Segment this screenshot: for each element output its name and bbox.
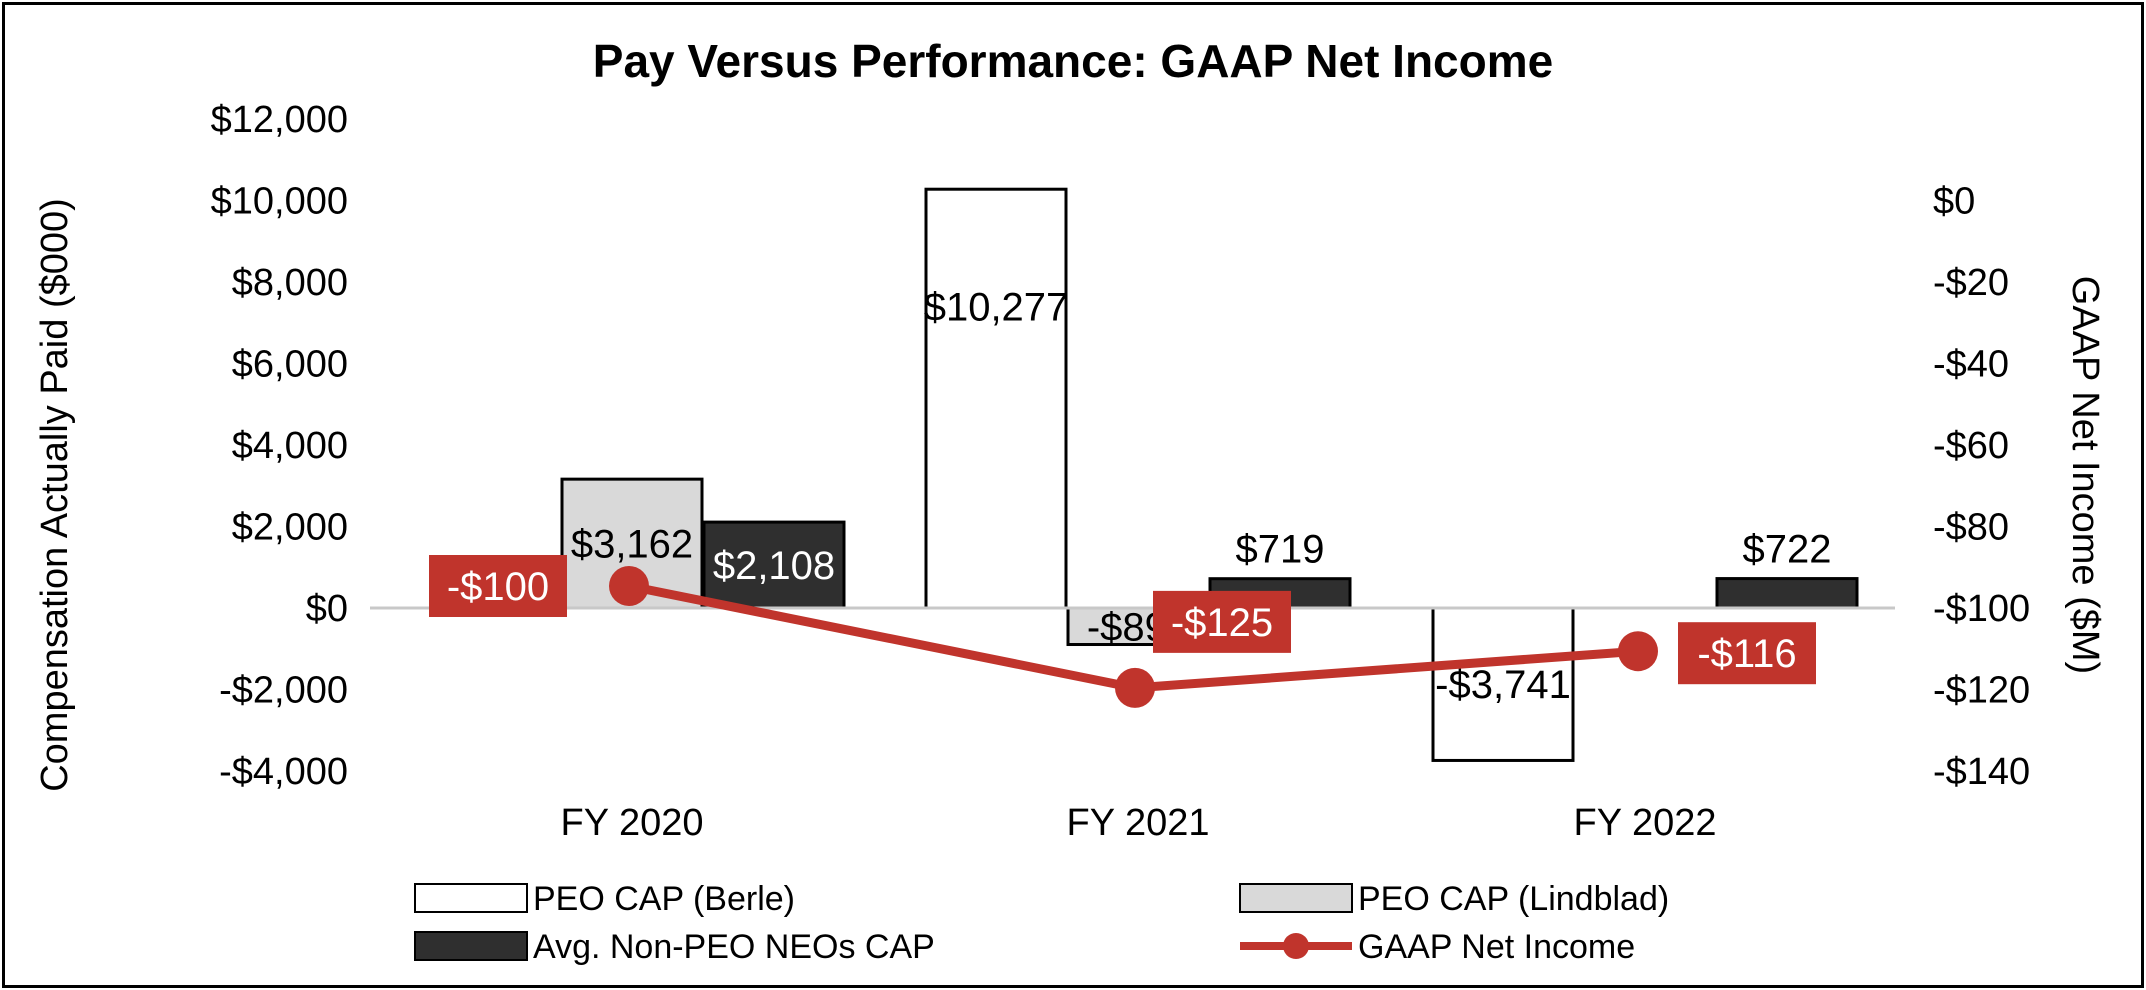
- bars-group: [560, 187, 1859, 762]
- legend-non-peo-swatch: [414, 931, 528, 961]
- non-peo-bar: [1715, 577, 1859, 610]
- bar-labels-group: $10,277-$3,741$3,162-$896$2,108 $719 $722: [571, 285, 1832, 707]
- y-axis-title-right: GAAP Net Income ($M): [2064, 276, 2106, 674]
- y-tick-right: -$20: [1933, 262, 2009, 304]
- chart-svg: Pay Versus Performance: GAAP Net Income …: [34, 35, 2106, 966]
- y-tick-left: $4,000: [232, 425, 348, 467]
- x-axis: FY 2020 FY 2021 FY 2022: [561, 802, 1717, 844]
- y-axis-title-left: Compensation Actually Paid ($000): [34, 198, 76, 792]
- y-axis-right: $0 -$20 -$40 -$60 -$80 -$100 -$120 -$140: [1933, 181, 2030, 794]
- net-income-data-label: -$100: [447, 565, 549, 609]
- lindblad-data-label: $3,162: [571, 523, 693, 567]
- berle-bar: [1431, 606, 1575, 762]
- y-tick-left: $8,000: [232, 262, 348, 304]
- y-tick-left: -$2,000: [219, 670, 348, 712]
- y-tick-left: $2,000: [232, 507, 348, 549]
- berle-bar: [924, 187, 1068, 610]
- net-income-line-group: -$100 -$125 -$116: [429, 555, 1816, 708]
- y-tick-left: $12,000: [211, 99, 348, 141]
- y-axis-left: $12,000 $10,000 $8,000 $6,000 $4,000 $2,000 $0…: [211, 99, 348, 793]
- legend-net-income-marker: [1283, 933, 1309, 959]
- x-tick-label: FY 2021: [1067, 802, 1210, 844]
- non-peo-data-label: $722: [1743, 528, 1832, 572]
- legend-lindblad-swatch: [1239, 883, 1353, 913]
- y-tick-right: -$140: [1933, 751, 2030, 793]
- net-income-label-box: [429, 555, 567, 617]
- berle-data-label: $10,277: [924, 285, 1069, 329]
- y-tick-right: -$40: [1933, 344, 2009, 386]
- y-tick-left: $10,000: [211, 181, 348, 223]
- net-income-point: [609, 566, 649, 606]
- net-income-data-label: -$116: [1697, 632, 1796, 676]
- net-income-data-label: -$125: [1171, 601, 1273, 645]
- non-peo-bar: [702, 520, 846, 610]
- legend-net-income-label: GAAP Net Income: [1358, 928, 1635, 966]
- y-tick-right: -$60: [1933, 425, 2009, 467]
- y-tick-left: $6,000: [232, 344, 348, 386]
- berle-data-label: -$3,741: [1435, 663, 1571, 707]
- net-income-point: [1618, 631, 1658, 672]
- y-tick-right: -$80: [1933, 507, 2009, 549]
- y-tick-left: -$4,000: [219, 751, 348, 793]
- y-tick-right: $0: [1933, 181, 1975, 223]
- legend-non-peo-label: Avg. Non-PEO NEOs CAP: [533, 928, 935, 966]
- net-income-label-box: [1678, 622, 1816, 685]
- x-tick-label: FY 2022: [1574, 802, 1717, 844]
- y-tick-left: $0: [306, 588, 348, 630]
- net-income-label-box: [1153, 590, 1291, 653]
- legend: PEO CAP (Berle) PEO CAP (Lindblad) Avg. No…: [414, 880, 1669, 966]
- legend-berle-label: PEO CAP (Berle): [533, 880, 795, 918]
- non-peo-data-label: $2,108: [713, 544, 835, 588]
- legend-lindblad-label: PEO CAP (Lindblad): [1358, 880, 1669, 918]
- y-tick-right: -$120: [1933, 670, 2030, 712]
- net-income-point: [1115, 667, 1155, 708]
- legend-berle-swatch: [414, 883, 528, 913]
- x-tick-label: FY 2020: [561, 802, 704, 844]
- y-tick-right: -$100: [1933, 588, 2030, 630]
- non-peo-data-label: $719: [1236, 528, 1325, 572]
- chart-title: Pay Versus Performance: GAAP Net Income: [593, 35, 1553, 87]
